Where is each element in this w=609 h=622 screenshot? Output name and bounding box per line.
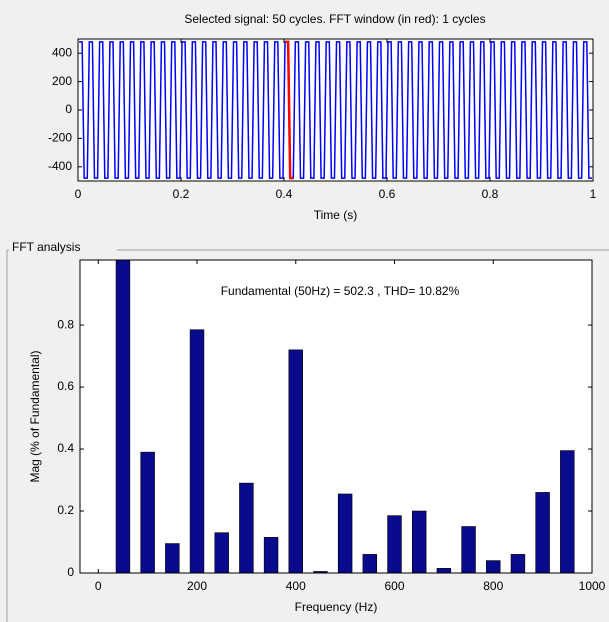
plot-area xyxy=(80,260,592,573)
y-tick-label: 0 xyxy=(67,565,74,579)
bar xyxy=(510,554,526,573)
y-tick-label: 0.8 xyxy=(57,317,74,331)
bar xyxy=(436,568,452,573)
bar xyxy=(535,492,550,573)
bars xyxy=(115,260,575,573)
y-tick-label: 0 xyxy=(65,102,72,116)
bar xyxy=(189,329,205,573)
x-tick-label: 1 xyxy=(590,187,597,201)
fft-window-line xyxy=(285,40,294,180)
bar xyxy=(165,543,180,573)
bar xyxy=(560,450,575,573)
bar xyxy=(214,532,229,573)
bar xyxy=(239,482,254,573)
y-tick-label: 0.2 xyxy=(57,503,74,517)
y-tick-label: 0.6 xyxy=(57,379,74,393)
x-tick-label: 0.2 xyxy=(173,187,190,201)
x-tick-label: 0.6 xyxy=(379,187,396,201)
x-tick-label: 800 xyxy=(483,579,503,593)
y-tick-label: 200 xyxy=(52,74,72,88)
x-tick-label: 1000 xyxy=(579,579,606,593)
bar xyxy=(461,526,476,573)
y-tick-label: 0.4 xyxy=(57,441,74,455)
bar xyxy=(411,510,427,573)
x-tick-label: 0 xyxy=(75,187,82,201)
bar xyxy=(140,451,155,573)
bar xyxy=(263,537,279,573)
x-tick-label: 0 xyxy=(95,579,102,593)
bar xyxy=(115,260,131,573)
x-tick-label: 0.4 xyxy=(276,187,293,201)
chart-title: Selected signal: 50 cycles. FFT window (… xyxy=(184,12,485,26)
x-tick-label: 600 xyxy=(384,579,404,593)
bar xyxy=(387,515,402,573)
x-tick-label: 400 xyxy=(286,579,306,593)
y-tick-label: -400 xyxy=(48,159,72,173)
y-tick-label: 400 xyxy=(52,45,72,59)
bar xyxy=(486,560,501,573)
signal-line xyxy=(79,41,592,179)
x-tick-label: 0.8 xyxy=(482,187,499,201)
panel-label-bg xyxy=(9,240,117,256)
plot-frame xyxy=(77,38,594,182)
bar xyxy=(337,493,353,573)
panel-label: FFT analysis xyxy=(12,240,80,254)
bar xyxy=(313,571,328,573)
chart-title: Fundamental (50Hz) = 502.3 , THD= 10.82% xyxy=(221,284,460,298)
plot-frame xyxy=(79,259,593,574)
bar xyxy=(288,349,303,573)
x-axis-label: Time (s) xyxy=(314,208,358,222)
y-axis-label: Mag (% of Fundamental) xyxy=(28,350,42,482)
x-axis-label: Frequency (Hz) xyxy=(295,600,378,614)
bar xyxy=(362,554,378,573)
x-tick-label: 200 xyxy=(187,579,207,593)
y-tick-label: -200 xyxy=(48,131,72,145)
